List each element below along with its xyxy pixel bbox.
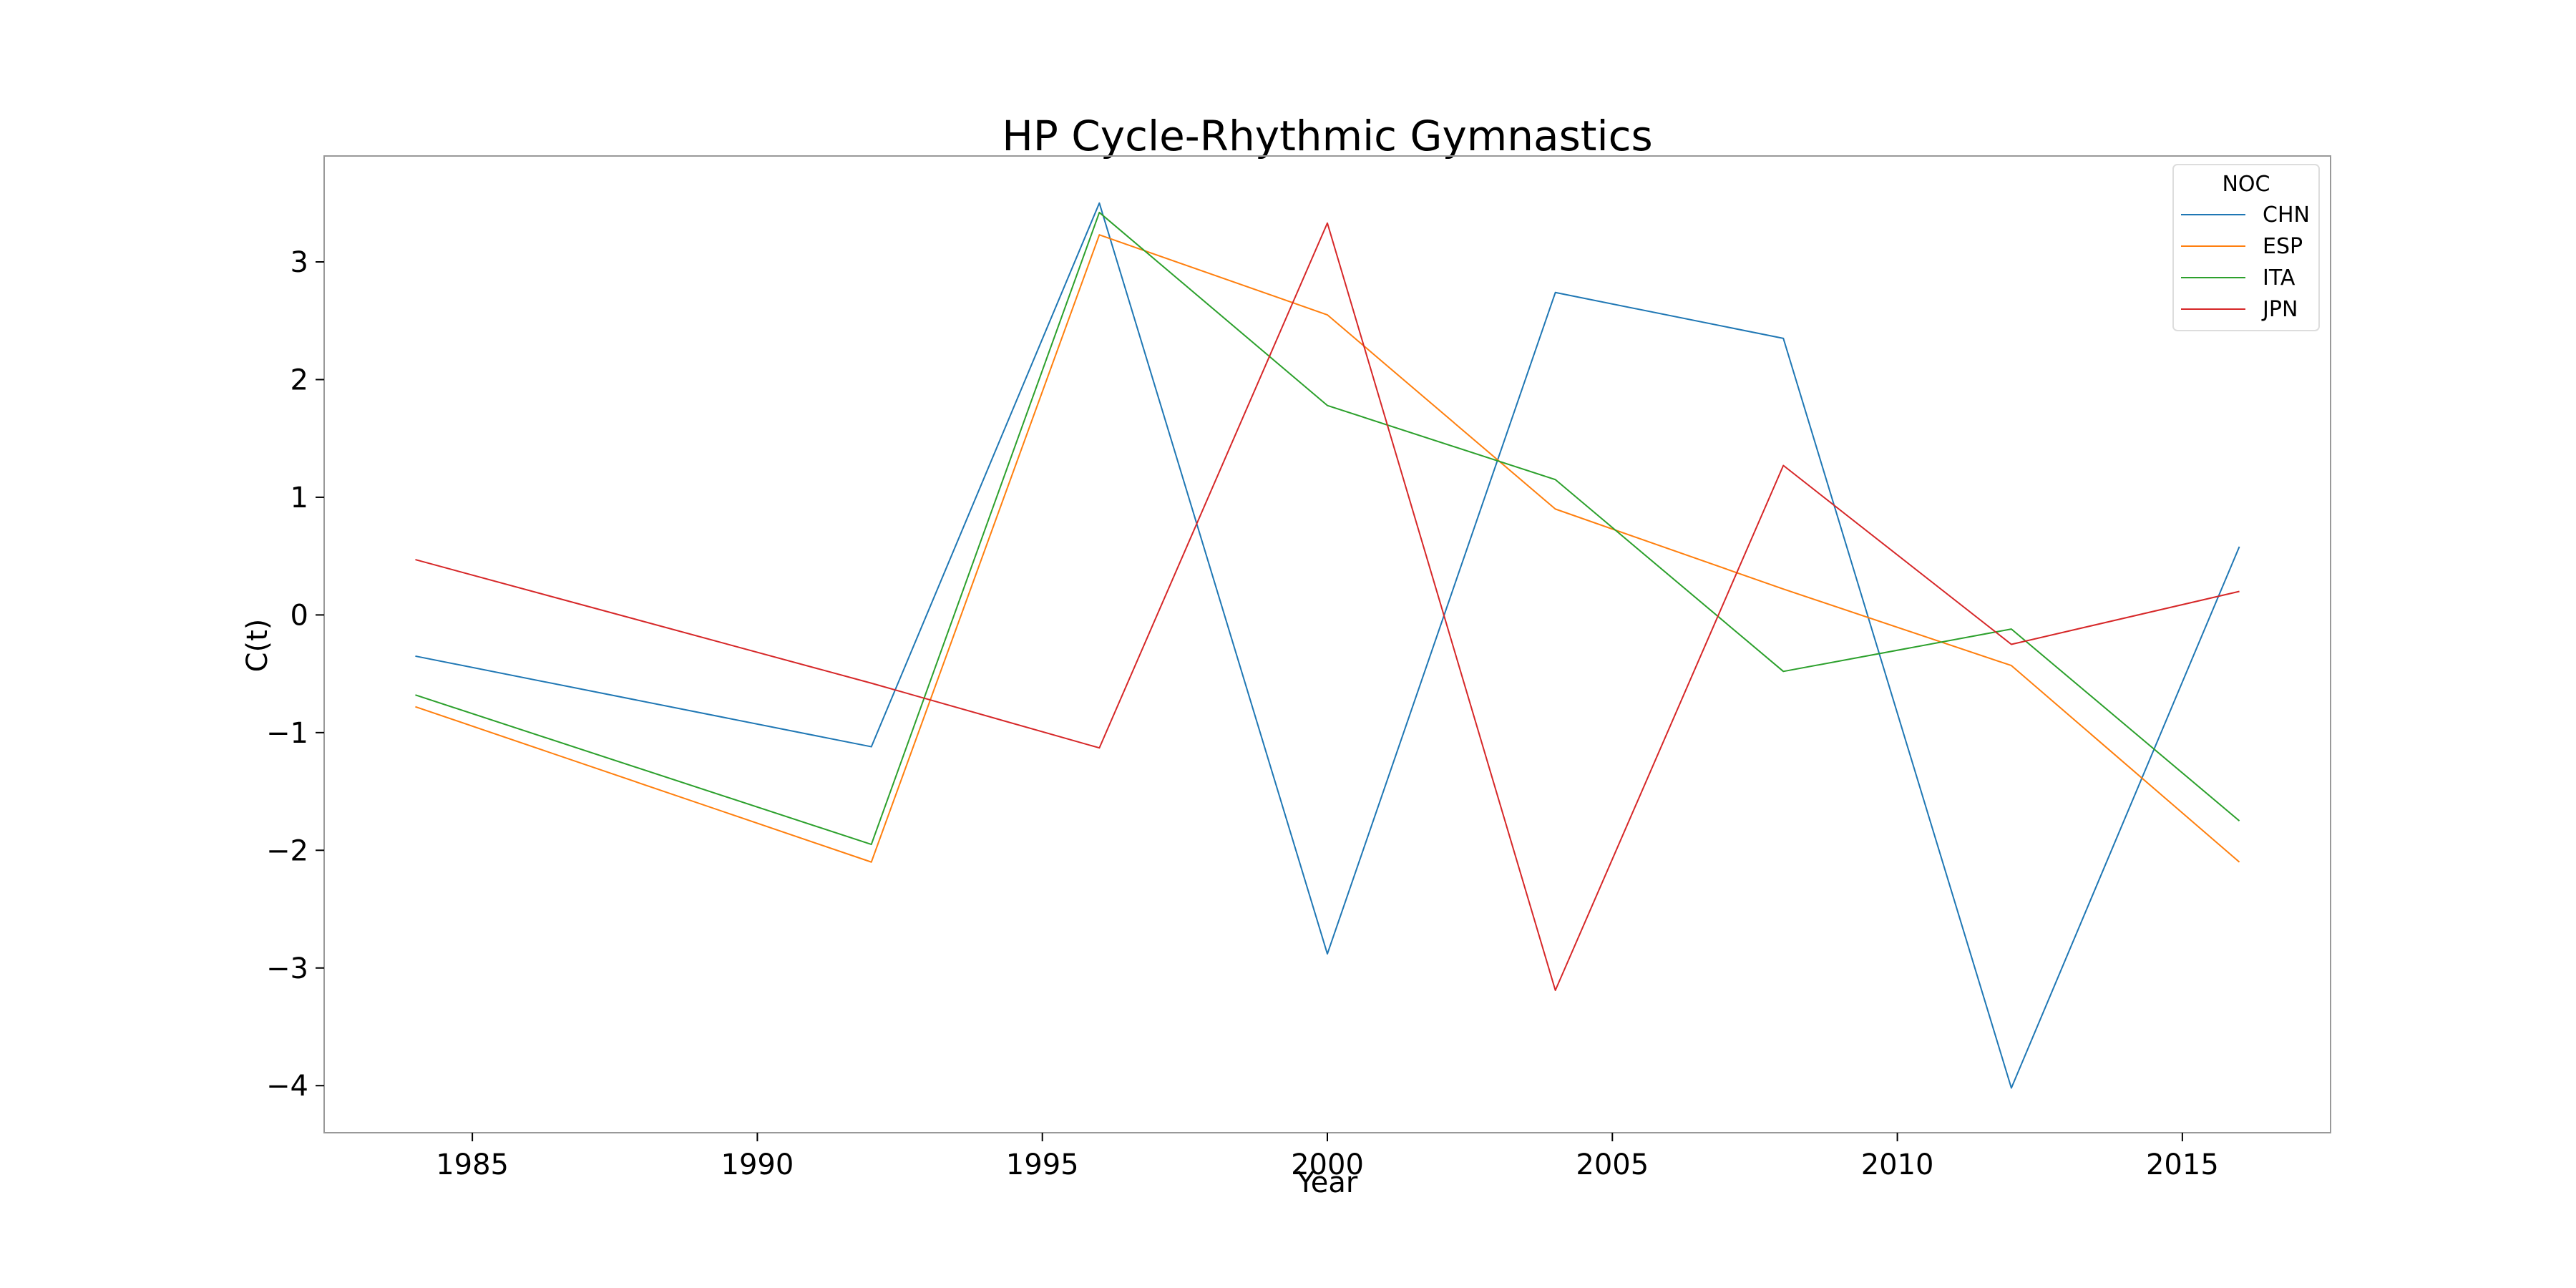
legend-entries: CHN ESP ITA JPN xyxy=(2181,203,2310,322)
y-tick-label: −2 xyxy=(266,834,308,867)
legend-frame xyxy=(2172,164,2320,331)
y-axis-label: C(t) xyxy=(241,619,274,673)
y-tick-label: −1 xyxy=(266,717,308,750)
series-line-ita xyxy=(415,211,2240,846)
y-tick-label: 2 xyxy=(291,364,308,396)
x-tick-label: 2005 xyxy=(1576,1148,1649,1181)
x-axis: 1985 1990 1995 2000 2005 2010 2015 xyxy=(436,1133,2219,1181)
chart-title: HP Cycle-Rhythmic Gymnastics xyxy=(1002,112,1653,160)
series-line-esp xyxy=(415,234,2240,863)
legend-label-esp: ESP xyxy=(2263,234,2303,259)
legend-title: NOC xyxy=(2222,172,2270,197)
series-lines xyxy=(415,202,2240,1089)
x-tick-label: 1995 xyxy=(1006,1148,1079,1181)
legend-label-chn: CHN xyxy=(2263,203,2310,228)
x-tick-label: 2010 xyxy=(1861,1148,1934,1181)
y-tick-label: 1 xyxy=(291,482,308,514)
x-tick-label: 2015 xyxy=(2146,1148,2219,1181)
y-tick-label: −3 xyxy=(266,952,308,985)
series-line-jpn xyxy=(415,222,2240,992)
y-tick-label: 3 xyxy=(291,246,308,279)
legend-label-jpn: JPN xyxy=(2261,297,2298,322)
legend: NOC CHN ESP ITA JPN xyxy=(2172,164,2320,331)
legend-label-ita: ITA xyxy=(2263,265,2296,291)
y-axis: −4 −3 −2 −1 0 1 2 3 xyxy=(266,246,324,1103)
y-tick-label: 0 xyxy=(291,599,308,632)
x-tick-label: 1990 xyxy=(721,1148,794,1181)
series-line-chn xyxy=(415,202,2240,1089)
x-tick-label: 2000 xyxy=(1291,1148,1364,1181)
x-tick-label: 1985 xyxy=(436,1148,509,1181)
x-axis-label: Year xyxy=(1297,1166,1358,1199)
y-tick-label: −4 xyxy=(266,1070,308,1103)
